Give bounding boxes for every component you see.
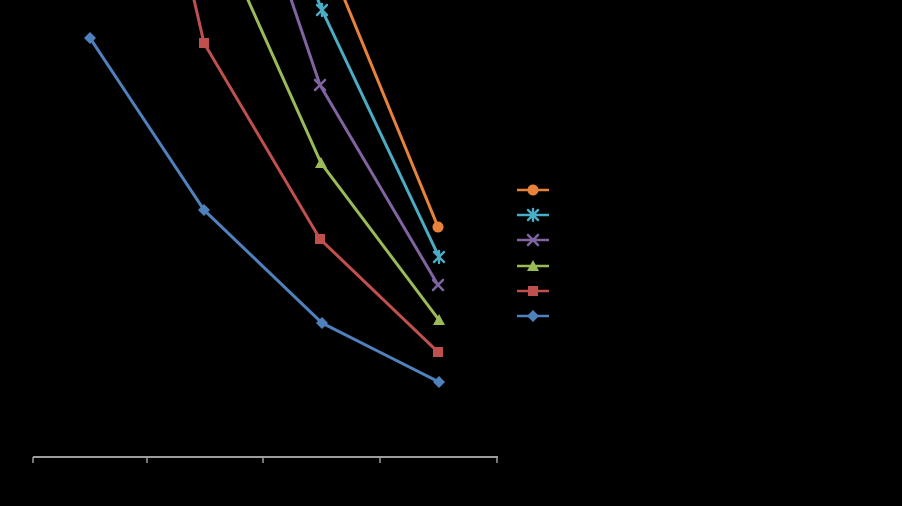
line-series-2-red-square <box>192 0 440 354</box>
marker-series-2-red-square <box>433 347 443 357</box>
marker-series-2-red-square <box>315 234 325 244</box>
legend-marker-series-1-blue-diamond <box>527 310 539 322</box>
marker-series-2-red-square <box>199 38 209 48</box>
marker-series-1-blue-diamond <box>316 317 328 329</box>
marker-series-1-blue-diamond <box>84 32 96 44</box>
legend-marker-series-6-orange-circle <box>527 184 539 196</box>
marker-series-4-purple-x <box>313 78 327 92</box>
marker-series-3-green-triangle <box>433 314 445 325</box>
line-series-1-blue-diamond <box>88 37 440 384</box>
marker-series-5-cyan-asterisk <box>315 2 329 18</box>
legend-marker-series-2-red-square <box>528 286 538 296</box>
marker-series-1-blue-diamond <box>198 204 210 216</box>
legend-marker-series-5-cyan-asterisk <box>526 207 540 223</box>
marker-series-5-cyan-asterisk <box>432 249 446 265</box>
marker-series-3-green-triangle <box>315 157 327 168</box>
legend-marker-series-4-purple-x <box>526 233 540 247</box>
legend-marker-series-3-green-triangle <box>527 260 539 271</box>
line-series-6-orange-circle <box>343 0 440 228</box>
marker-series-6-orange-circle <box>432 221 444 233</box>
line-series-5-cyan-asterisk <box>316 0 441 258</box>
marker-series-4-purple-x <box>431 278 445 292</box>
marker-series-1-blue-diamond <box>433 376 445 388</box>
